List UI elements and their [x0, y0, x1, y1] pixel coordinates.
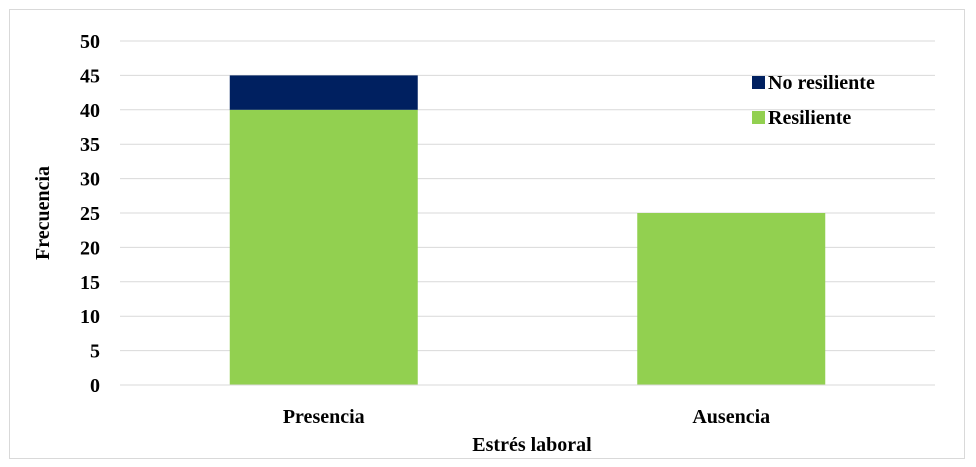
bar-no-resiliente-presencia	[229, 75, 418, 110]
y-tick-label: 30	[80, 169, 100, 191]
x-tick-label: Ausencia	[692, 406, 770, 428]
bars	[229, 75, 826, 386]
y-tick-label: 50	[80, 31, 100, 53]
y-tick-label: 10	[80, 306, 100, 328]
y-tick-label: 0	[90, 375, 100, 397]
y-tick-label: 40	[80, 100, 100, 122]
y-tick-label: 45	[80, 65, 100, 87]
legend-label: Resiliente	[768, 107, 851, 129]
legend-swatch	[752, 111, 765, 124]
y-axis-title: Frecuencia	[32, 166, 54, 260]
y-tick-label: 35	[80, 134, 100, 156]
legend: No resiliente Resiliente	[752, 72, 875, 129]
bar-resiliente-ausencia	[637, 213, 826, 385]
y-tick-label: 20	[80, 237, 100, 259]
y-axis-ticks: 0 5 10 15 20 25 30 35 40 45 50	[80, 31, 100, 397]
x-tick-label: Presencia	[283, 406, 365, 428]
legend-swatch	[752, 76, 765, 89]
x-axis-title: Estrés laboral	[472, 434, 592, 456]
y-tick-label: 25	[80, 203, 100, 225]
y-tick-label: 5	[90, 341, 100, 363]
y-tick-label: 15	[80, 272, 100, 294]
bar-resiliente-presencia	[229, 109, 418, 386]
x-axis-ticks: Presencia Ausencia	[283, 406, 770, 428]
legend-label: No resiliente	[768, 72, 875, 94]
